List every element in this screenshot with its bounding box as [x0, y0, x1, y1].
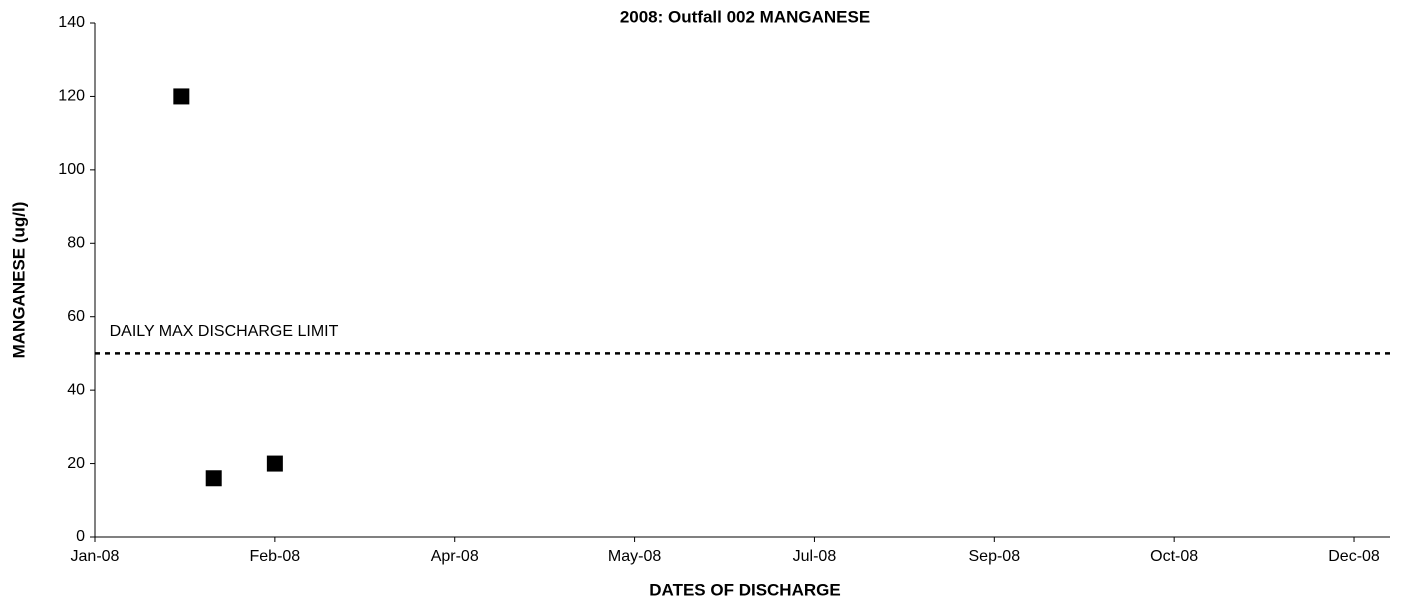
- y-tick-label: 140: [58, 14, 85, 31]
- y-axis-label: MANGANESE (ug/l): [9, 202, 28, 359]
- reference-line-label: DAILY MAX DISCHARGE LIMIT: [109, 323, 339, 340]
- y-tick-label: 60: [67, 308, 85, 325]
- x-tick-label: Apr-08: [431, 548, 479, 565]
- x-tick-label: Jul-08: [793, 548, 837, 565]
- y-tick-label: 40: [67, 381, 85, 398]
- y-tick-label: 20: [67, 455, 85, 472]
- x-tick-label: Feb-08: [250, 548, 301, 565]
- y-tick-label: 80: [67, 235, 85, 252]
- x-tick-label: May-08: [608, 548, 661, 565]
- x-tick-label: Jan-08: [71, 548, 120, 565]
- y-tick-label: 100: [58, 161, 85, 178]
- x-tick-label: Oct-08: [1150, 548, 1198, 565]
- y-tick-label: 120: [58, 88, 85, 105]
- x-axis-label: DATES OF DISCHARGE: [649, 580, 840, 599]
- y-tick-label: 0: [76, 528, 85, 545]
- x-tick-label: Sep-08: [969, 548, 1021, 565]
- chart-title: 2008: Outfall 002 MANGANESE: [620, 7, 870, 26]
- data-point: [173, 88, 190, 105]
- data-point: [266, 455, 283, 472]
- data-point: [205, 470, 222, 487]
- x-tick-label: Dec-08: [1328, 548, 1380, 565]
